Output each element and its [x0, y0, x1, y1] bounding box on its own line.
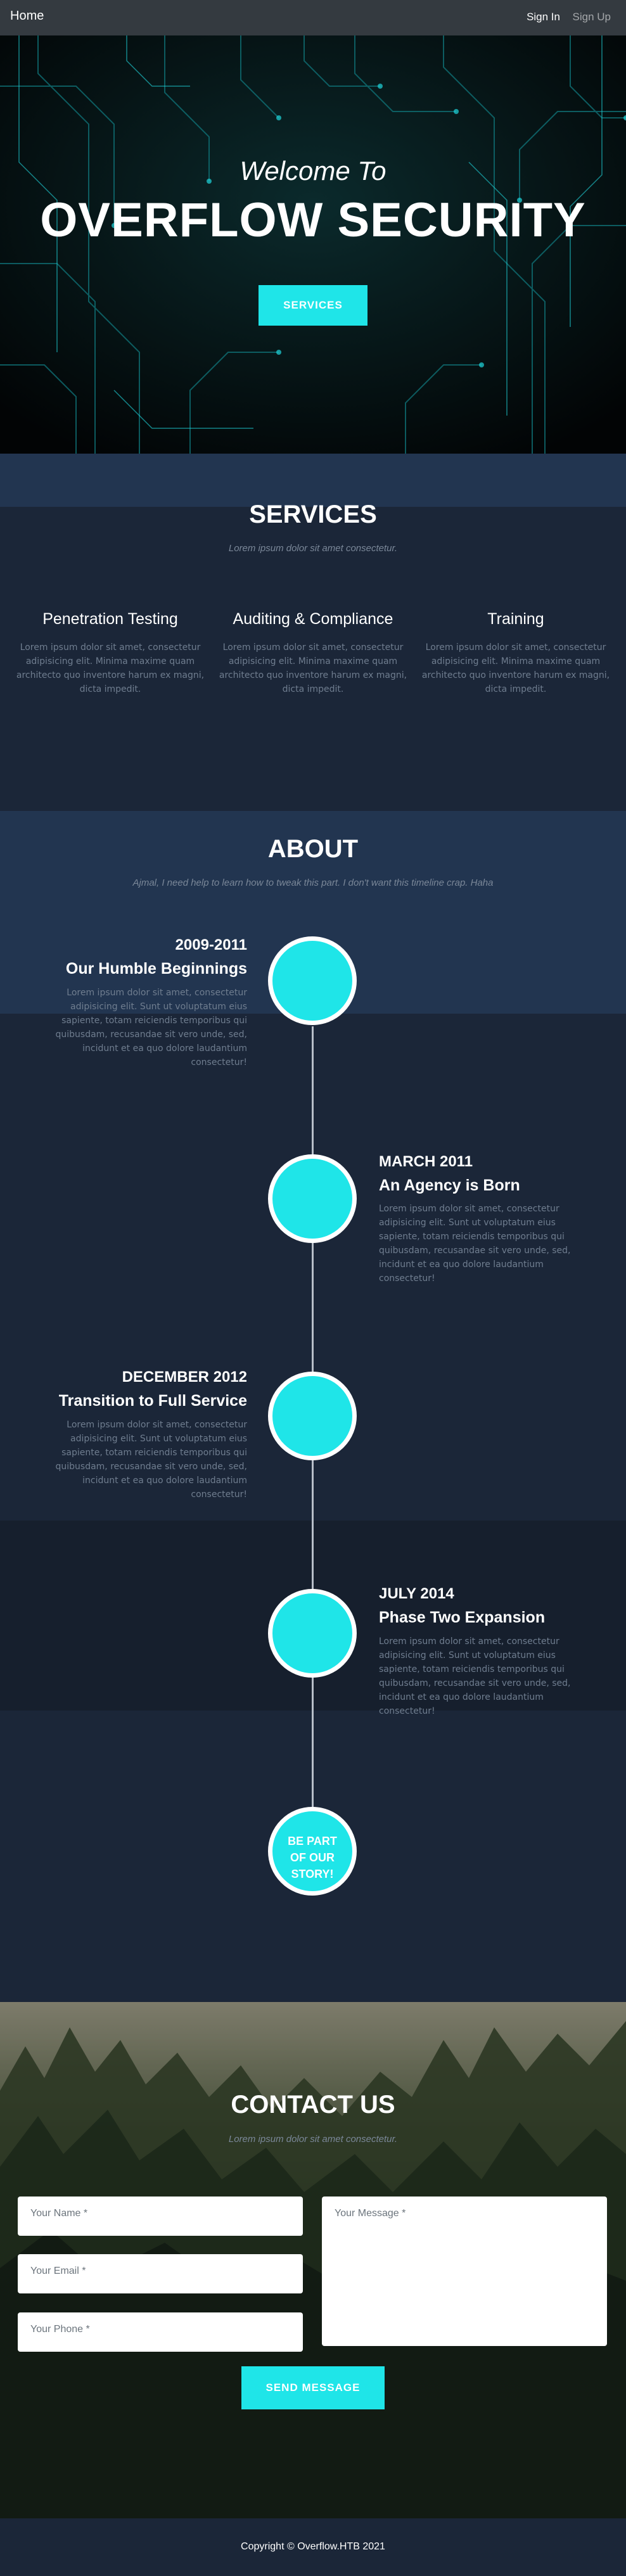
timeline-date-2: MARCH 2011: [379, 1153, 473, 1170]
timeline-heading-4: Phase Two Expansion: [379, 1609, 546, 1626]
send-message-button[interactable]: SEND MESSAGE: [241, 2366, 385, 2409]
services-title: SERVICES: [249, 501, 377, 528]
timeline-heading-3: Transition to Full Service: [58, 1392, 247, 1410]
timeline-heading-2: An Agency is Born: [379, 1176, 520, 1194]
services-subtitle: Lorem ipsum dolor sit amet consectetur.: [228, 543, 398, 554]
about-subtitle: Ajmal, I need help to learn how to tweak…: [132, 877, 494, 888]
service-text-training: Lorem ipsum dolor sit amet, consectetur …: [421, 642, 610, 694]
timeline-text-4: Lorem ipsum dolor sit amet, consectetur …: [379, 1636, 571, 1716]
timeline-text-3: Lorem ipsum dolor sit amet, consectetur …: [55, 1420, 248, 1500]
service-heading-auditing: Auditing & Compliance: [233, 610, 393, 628]
be-part-of-story-circle: BE PART OF OUR STORY!: [268, 1807, 357, 1896]
sign-in-link[interactable]: Sign In: [527, 11, 560, 23]
timeline-circle-1: [268, 936, 357, 1025]
timeline-date-3: DECEMBER 2012: [122, 1368, 247, 1386]
footer: Copyright © Overflow.HTB 2021: [0, 2518, 626, 2576]
timeline-text-1: Lorem ipsum dolor sit amet, consectetur …: [55, 988, 248, 1068]
phone-field[interactable]: Your Phone *: [18, 2312, 303, 2352]
timeline-circle-3: [268, 1372, 357, 1460]
email-field[interactable]: Your Email *: [18, 2254, 303, 2293]
service-text-pentest: Lorem ipsum dolor sit amet, consectetur …: [16, 642, 205, 694]
timeline-text-2: Lorem ipsum dolor sit amet, consectetur …: [379, 1204, 571, 1284]
hero-welcome-text: Welcome To: [240, 156, 386, 186]
service-heading-training: Training: [487, 610, 544, 628]
service-text-auditing: Lorem ipsum dolor sit amet, consectetur …: [219, 642, 407, 694]
sign-up-link[interactable]: Sign Up: [572, 11, 611, 23]
timeline-date-4: JULY 2014: [379, 1585, 454, 1602]
hero-title: OVERFLOW SECURITY: [40, 193, 586, 247]
timeline-heading-1: Our Humble Beginnings: [65, 960, 247, 978]
copyright-text: Copyright © Overflow.HTB 2021: [241, 2541, 385, 2552]
contact-title: CONTACT US: [231, 2091, 395, 2119]
timeline-circle-4: [268, 1589, 357, 1678]
name-field[interactable]: Your Name *: [18, 2197, 303, 2236]
circuit-background: [0, 35, 626, 454]
home-link[interactable]: Home: [10, 9, 44, 23]
service-heading-pentest: Penetration Testing: [42, 610, 178, 628]
timeline-circle-2: [268, 1154, 357, 1243]
timeline-date-1: 2009-2011: [175, 936, 247, 953]
end-line-3: STORY!: [291, 1868, 334, 1880]
message-field[interactable]: Your Message *: [322, 2197, 607, 2346]
contact-subtitle: Lorem ipsum dolor sit amet consectetur.: [228, 2134, 398, 2145]
hero-section: Welcome To OVERFLOW SECURITY SERVICES: [0, 35, 626, 454]
band-divider: [0, 454, 626, 507]
end-line-1: BE PART: [288, 1835, 337, 1847]
top-navbar: Home Sign In Sign Up: [0, 0, 626, 35]
end-line-2: OF OUR: [290, 1851, 335, 1864]
services-button[interactable]: SERVICES: [259, 285, 367, 326]
about-title: ABOUT: [267, 835, 359, 863]
services-section: [0, 507, 626, 811]
